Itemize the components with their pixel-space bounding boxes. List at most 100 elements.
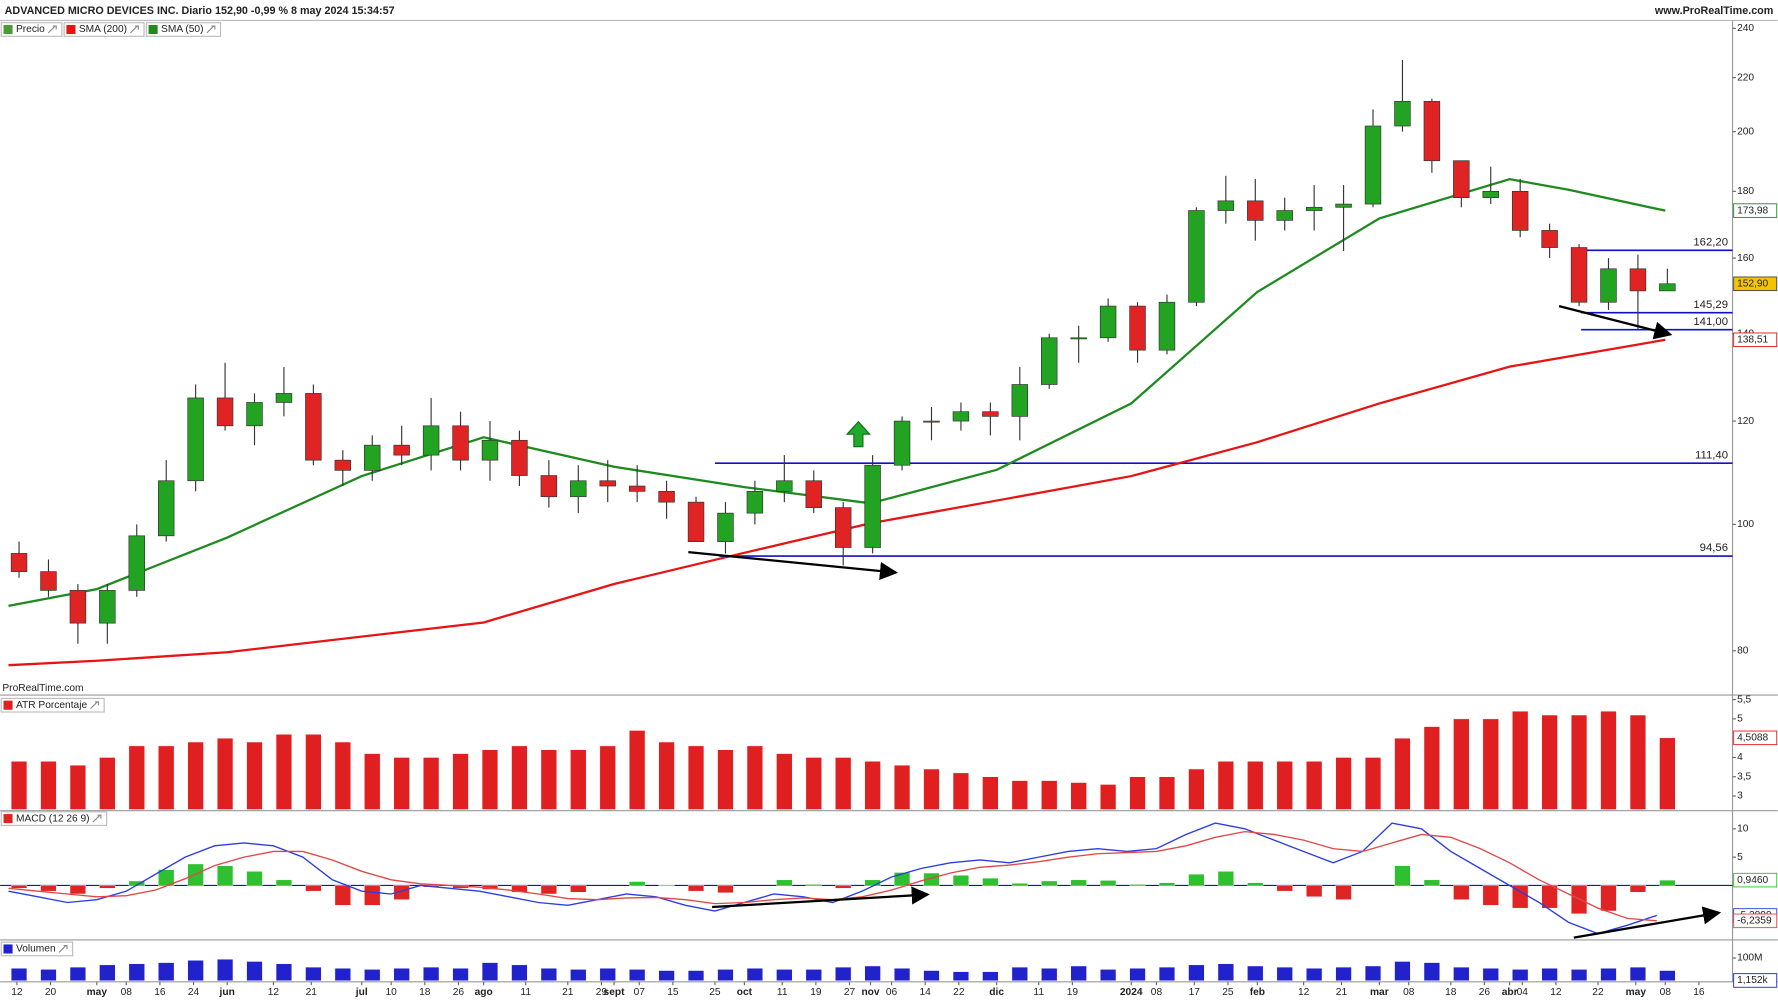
candle-body: [1570, 247, 1588, 303]
x-tick-label: may: [1626, 987, 1647, 998]
candle-body: [1659, 283, 1676, 292]
bar: [128, 745, 145, 810]
candle-body: [717, 512, 734, 542]
x-tick-label: 11: [1033, 987, 1044, 998]
histogram-bar: [629, 881, 646, 886]
bar: [864, 761, 881, 810]
bar: [1129, 776, 1146, 810]
histogram-bar: [1541, 885, 1558, 909]
bar: [1659, 970, 1676, 981]
bar: [805, 969, 822, 981]
candle-body: [1129, 305, 1146, 351]
bar: [1188, 768, 1205, 810]
candle-body: [1070, 337, 1087, 340]
candle-body: [570, 480, 587, 498]
x-tick-label: 15: [667, 987, 679, 998]
x-tick-label: 25: [1222, 987, 1234, 998]
bar: [982, 776, 999, 810]
bar: [423, 757, 440, 810]
bar: [776, 969, 793, 981]
histogram-bar: [1247, 882, 1264, 886]
x-tick-label: 04: [1517, 987, 1529, 998]
bar: [1453, 966, 1470, 981]
bar: [629, 730, 646, 810]
legend-tool-icon: [90, 701, 100, 710]
bar: [99, 757, 116, 810]
last-value-box: [1733, 203, 1778, 218]
candle-body: [128, 535, 145, 591]
candle-body: [893, 420, 911, 466]
histogram-bar: [923, 872, 940, 886]
bar: [658, 741, 675, 810]
bar: [864, 965, 881, 981]
histogram-bar: [1423, 879, 1440, 886]
y-tick-label: 80: [1737, 645, 1749, 656]
histogram-bar: [864, 879, 881, 886]
candle-body: [216, 397, 234, 427]
bar: [216, 737, 234, 810]
bar: [452, 753, 469, 810]
y-tick-label: 3,5: [1737, 771, 1751, 782]
trend-arrow: [1558, 305, 1673, 340]
candle-body: [982, 411, 999, 417]
histogram-bar: [1659, 879, 1676, 886]
bar: [10, 761, 28, 810]
histogram-bar: [570, 885, 587, 893]
bar: [1276, 761, 1293, 810]
x-tick-label: 25: [709, 987, 721, 998]
bar: [1512, 710, 1529, 810]
bar: [835, 757, 852, 810]
bar: [952, 772, 970, 810]
bar: [1099, 784, 1117, 810]
candle-body: [952, 411, 970, 422]
bar: [1129, 968, 1146, 981]
histogram-bar: [1394, 865, 1411, 886]
candle-body: [687, 501, 705, 542]
legend-swatch: [66, 24, 76, 35]
histogram-bar: [1453, 885, 1470, 900]
bar: [1453, 718, 1470, 810]
bar: [393, 968, 410, 981]
y-tick-label: 10: [1737, 823, 1749, 834]
macd-line: [8, 822, 1658, 935]
bar: [687, 745, 705, 810]
candle-body: [923, 420, 940, 423]
histogram-bar: [334, 885, 351, 906]
bar: [1335, 966, 1352, 981]
candle-body: [1629, 268, 1647, 292]
bar: [216, 958, 234, 981]
bar: [305, 966, 322, 981]
candle-body: [393, 444, 410, 456]
bar: [599, 745, 616, 810]
candle-body: [1305, 206, 1323, 211]
x-tick-label: 08: [121, 987, 133, 998]
bar: [40, 969, 57, 981]
bar: [805, 757, 822, 810]
bar: [1217, 963, 1234, 981]
candle-body: [834, 507, 852, 548]
x-tick-label: 16: [154, 987, 166, 998]
last-value-label: 152,90: [1737, 278, 1768, 289]
x-tick-label: 14: [920, 987, 932, 998]
candle-body: [69, 590, 87, 624]
x-tick-label: 17: [1189, 987, 1201, 998]
candle-body: [1482, 190, 1499, 199]
last-value-label: 1,152k: [1737, 975, 1768, 986]
candle-body: [275, 393, 293, 403]
bar: [10, 968, 28, 981]
bar: [69, 966, 87, 981]
x-tick-label: 22: [953, 987, 965, 998]
x-tick-label: 12: [11, 987, 23, 998]
bar: [1423, 962, 1440, 981]
candle-body: [422, 425, 440, 456]
candle-body: [776, 480, 793, 492]
candle-body: [10, 553, 28, 572]
bar: [99, 964, 116, 981]
x-tick-label: may: [87, 987, 108, 998]
candle-body: [1600, 268, 1617, 303]
candle-body: [511, 439, 528, 476]
bar: [1041, 780, 1058, 810]
source: www.ProRealTime.com: [1654, 5, 1773, 17]
bar: [1306, 761, 1323, 810]
last-value-box: [1733, 872, 1778, 888]
